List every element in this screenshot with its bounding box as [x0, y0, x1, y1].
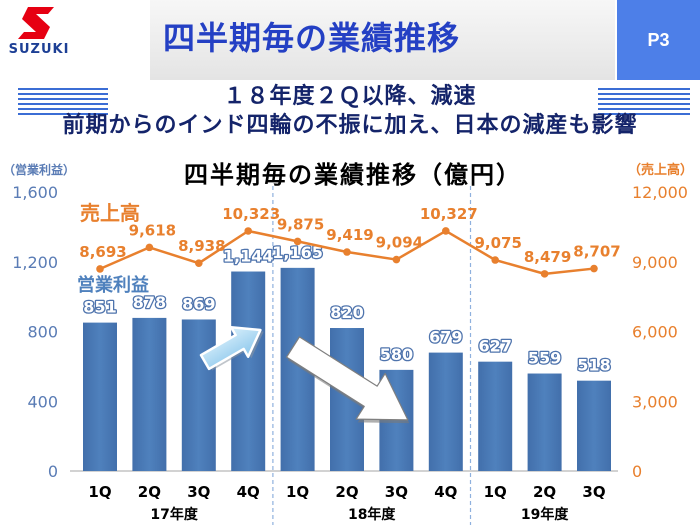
operating-profit-bar: [83, 322, 117, 471]
y-tick-label: 1,200: [12, 253, 58, 272]
sales-point: [392, 255, 401, 264]
logo-text: SUZUKI: [8, 42, 70, 57]
y2-tick-label: 3,000: [632, 392, 678, 411]
sales-point: [590, 264, 598, 273]
chart-title: 四半期毎の業績推移（億円）: [184, 161, 522, 189]
category-label: 2Q: [138, 483, 161, 501]
sales-point: [293, 237, 302, 246]
operating-profit-value-label: 518: [577, 356, 610, 375]
operating-profit-value-label: 869: [182, 294, 215, 313]
y2-axis-label: （売上高）: [628, 162, 693, 178]
sales-value-label: 8,938: [178, 237, 225, 255]
y2-tick-label: 0: [632, 462, 642, 481]
sales-point: [343, 248, 351, 256]
operating-profit-value-label: 878: [133, 293, 166, 312]
sales-point: [96, 265, 104, 273]
title-band: 四半期毎の業績推移: [150, 0, 615, 80]
sales-value-label: 10,327: [420, 205, 478, 223]
category-label: 3Q: [582, 483, 605, 501]
operating-profit-value-label: 1,144: [223, 247, 274, 266]
sales-value-label: 9,419: [326, 226, 373, 244]
legend-sales: 売上高: [80, 201, 140, 225]
y-tick-label: 400: [27, 392, 58, 411]
category-label: 2Q: [533, 483, 556, 501]
sales-value-label: 8,693: [79, 243, 126, 261]
operating-profit-bar: [181, 319, 216, 471]
sales-point: [442, 227, 450, 235]
trend-arrows: [199, 326, 410, 424]
arrow-up-right-icon: [199, 326, 264, 371]
operating-profit-value-label: 820: [330, 303, 363, 322]
operating-profit-bar: [231, 271, 266, 471]
category-axis: 1Q 2Q 3Q 4Q 17年度 1Q 2Q 3Q 4Q 18年度 1Q 2Q 3Q 19年度: [88, 483, 605, 523]
decorative-stripes-right: [598, 88, 690, 117]
fiscal-year-label: 18年度: [348, 506, 396, 523]
operating-profit-bar: [132, 317, 167, 471]
suzuki-logo-icon: [18, 7, 54, 39]
arrow-down-right-icon: [285, 336, 410, 424]
y-axis-label: （営業利益）: [3, 162, 75, 177]
sales-point: [244, 227, 252, 235]
sales-point: [195, 259, 203, 267]
subtitle-line-1: １８年度２Ｑ以降、減速: [223, 84, 477, 109]
page-number: P3: [647, 29, 670, 50]
page-number-box: P3: [617, 0, 700, 80]
sales-value-label: 9,875: [277, 215, 324, 233]
sales-value-label: 8,707: [573, 243, 620, 261]
operating-profit-bar: [478, 361, 513, 471]
y2-tick-label: 6,000: [632, 323, 678, 342]
sales-value-label: 9,094: [376, 234, 423, 252]
y-tick-label: 0: [48, 462, 58, 481]
operating-profit-value-label: 679: [429, 328, 462, 347]
operating-profit-bar: [527, 373, 562, 471]
legend-operating-profit: 営業利益: [77, 274, 149, 296]
category-label: 1Q: [286, 483, 309, 501]
operating-profit-value-label: 851: [83, 298, 116, 317]
category-label: 1Q: [484, 483, 507, 501]
page-title: 四半期毎の業績推移: [163, 19, 461, 57]
sales-point: [145, 243, 154, 252]
category-label: 4Q: [237, 483, 260, 501]
sales-point: [540, 270, 549, 278]
subtitle-line-2: 前期からのインド四輪の不振に加え、日本の減産も影響: [62, 113, 638, 138]
y2-tick-label: 12,000: [632, 183, 688, 202]
arrow-body: [285, 336, 409, 421]
operating-profit-bar: [577, 380, 611, 471]
operating-profit-bar: [428, 352, 463, 471]
sales-value-label: 8,479: [524, 248, 571, 266]
sales-value-label: 9,618: [129, 221, 176, 239]
operating-profit-value-label: 627: [478, 337, 511, 356]
sales-point: [491, 256, 500, 264]
logo-shape: [18, 7, 54, 39]
arrow-body: [199, 326, 262, 371]
y-tick-label: 800: [27, 323, 58, 342]
logo-area: SUZUKI: [0, 0, 150, 80]
y2-tick-label: 9,000: [632, 253, 678, 272]
operating-profit-value-label: 559: [528, 349, 561, 368]
operating-profit-value-label: 580: [380, 345, 413, 364]
fiscal-year-label: 17年度: [150, 506, 198, 523]
fiscal-year-dividers: [272, 186, 472, 525]
category-label: 2Q: [335, 483, 358, 501]
category-label: 1Q: [88, 483, 111, 501]
sales-value-label: 9,075: [474, 234, 521, 252]
category-label: 3Q: [187, 483, 210, 501]
category-label: 3Q: [385, 483, 408, 501]
sales-value-label: 10,323: [222, 205, 280, 223]
operating-profit-value-label: 1,165: [272, 243, 323, 262]
sales-line-series: [96, 227, 598, 278]
fiscal-year-label: 19年度: [521, 506, 569, 523]
y-tick-label: 1,600: [12, 183, 58, 202]
category-label: 4Q: [434, 483, 457, 501]
decorative-stripes-left: [18, 88, 108, 117]
